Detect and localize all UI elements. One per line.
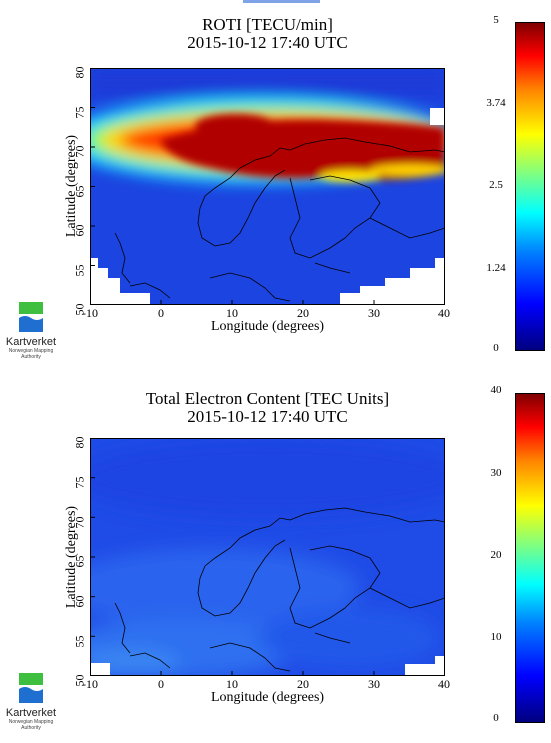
roti-xtick-20: 20: [297, 306, 309, 320]
kartverket-logo-top: Kartverket Norwegian Mapping Authority: [0, 302, 62, 360]
roti-cb-tick-124: 1.24: [486, 262, 506, 274]
roti-ytick-70: 70: [72, 145, 87, 158]
tec-cb-tick-30: 30: [490, 467, 502, 479]
roti-map: [90, 68, 445, 305]
roti-cb-tick-0: 0: [493, 342, 499, 354]
tec-xlabel: Longitude (degrees): [210, 690, 325, 705]
roti-xtick-40: 40: [438, 306, 450, 320]
tec-datetime: 2015-10-12 17:40 UTC: [187, 407, 348, 426]
tec-map: [90, 438, 445, 676]
tec-xtick-0: 0: [158, 677, 164, 691]
roti-cb-tick-25: 2.5: [489, 179, 503, 191]
top-accent-bar: [243, 0, 320, 3]
tec-colorbar: [515, 393, 545, 723]
tec-cb-tick-0: 0: [493, 712, 499, 724]
roti-xtick-10: 10: [226, 306, 238, 320]
tec-cb-tick-20: 20: [490, 549, 502, 561]
tec-ytick-65: 65: [72, 555, 87, 568]
roti-title-text: ROTI [TECU/min]: [202, 15, 333, 34]
roti-title: ROTI [TECU/min] 2015-10-12 17:40 UTC: [90, 16, 445, 52]
tec-ytick-55: 55: [72, 635, 87, 648]
kartverket-logo-icon: [19, 673, 43, 703]
roti-xtick-m10: -10: [82, 306, 98, 320]
kartverket-logo-name: Kartverket: [5, 336, 57, 348]
roti-ytick-55: 55: [72, 264, 87, 277]
tec-cb-tick-10: 10: [490, 631, 502, 643]
roti-xtick-0: 0: [158, 306, 164, 320]
roti-ytick-80: 80: [72, 66, 87, 79]
tec-xtick-m10: -10: [82, 677, 98, 691]
roti-datetime: 2015-10-12 17:40 UTC: [187, 33, 348, 52]
tec-title: Total Electron Content [TEC Units] 2015-…: [90, 390, 445, 426]
kartverket-logo-subtitle: Norwegian Mapping Authority: [8, 348, 54, 360]
kartverket-logo-subtitle: Norwegian Mapping Authority: [8, 719, 54, 731]
tec-cb-tick-40: 40: [490, 384, 502, 396]
tec-xtick-40: 40: [438, 677, 450, 691]
tec-title-text: Total Electron Content [TEC Units]: [145, 389, 390, 408]
tec-ytick-70: 70: [72, 516, 87, 529]
roti-xtick-30: 30: [368, 306, 380, 320]
kartverket-logo-bottom: Kartverket Norwegian Mapping Authority: [0, 673, 62, 731]
roti-ytick-65: 65: [72, 185, 87, 198]
roti-ytick-75: 75: [72, 106, 87, 119]
tec-xtick-10: 10: [226, 677, 238, 691]
roti-ytick-60: 60: [72, 224, 87, 237]
tec-ytick-80: 80: [72, 436, 87, 449]
tec-ytick-75: 75: [72, 476, 87, 489]
roti-cb-tick-5: 5: [493, 14, 499, 26]
roti-cb-tick-374: 3.74: [486, 97, 506, 109]
tec-xtick-30: 30: [368, 677, 380, 691]
roti-xlabel: Longitude (degrees): [210, 319, 325, 334]
tec-ytick-60: 60: [72, 595, 87, 608]
kartverket-logo-name: Kartverket: [5, 707, 57, 719]
roti-colorbar: [515, 22, 545, 351]
tec-xtick-20: 20: [297, 677, 309, 691]
kartverket-logo-icon: [19, 302, 43, 332]
